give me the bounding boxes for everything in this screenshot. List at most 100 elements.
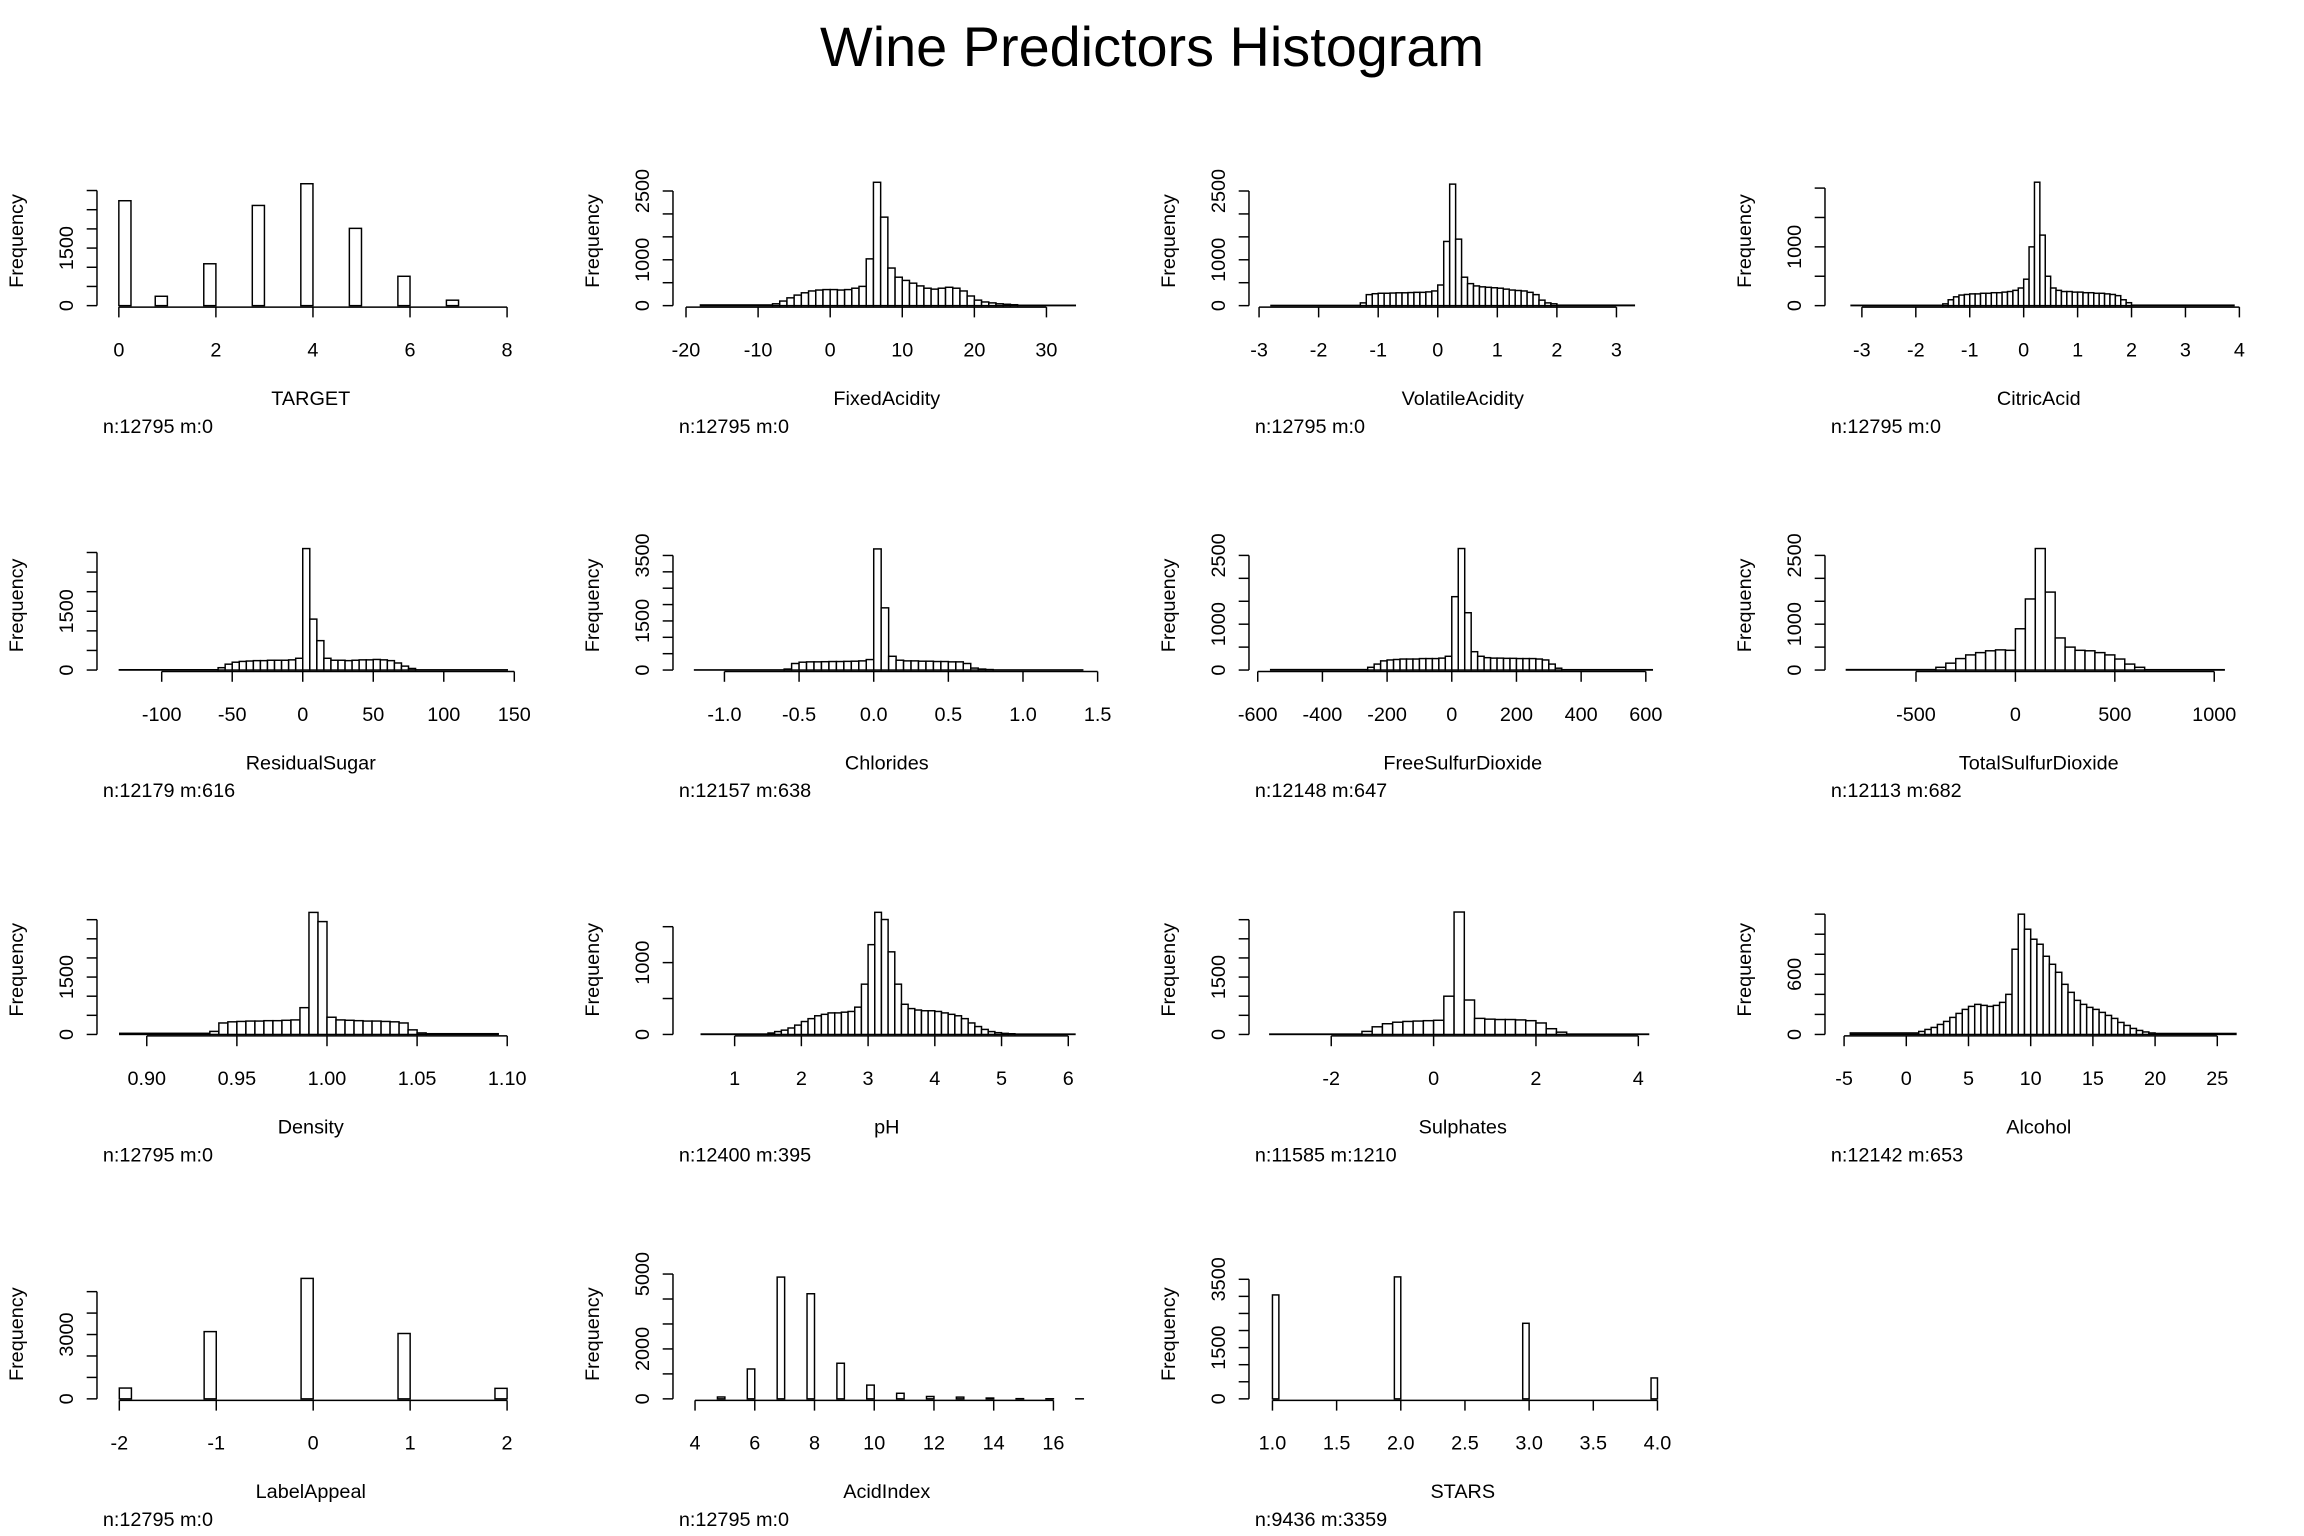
bar — [914, 1009, 923, 1036]
y-axis-title: Frequency — [582, 923, 604, 1017]
bar — [954, 1015, 963, 1036]
bar — [1554, 667, 1563, 671]
bar — [865, 658, 875, 671]
x-tick-label: -2 — [1322, 1068, 1340, 1090]
bar — [2060, 290, 2068, 307]
bar — [1007, 1032, 1016, 1036]
bar — [281, 1019, 292, 1036]
bar — [2067, 991, 2075, 1036]
bar — [2048, 963, 2057, 1036]
bar — [2114, 658, 2126, 671]
bar — [872, 548, 882, 671]
x-tick-label: 600 — [1629, 704, 1662, 726]
bar — [1942, 303, 1949, 307]
bar — [1502, 288, 1510, 307]
bar — [252, 659, 262, 671]
bar — [994, 1031, 1003, 1036]
panel-note: n:11585 m:1210 — [1255, 1145, 1397, 1167]
bar — [1402, 1020, 1414, 1036]
bar — [927, 1010, 936, 1036]
x-axis-title: AcidIndex — [843, 1481, 930, 1503]
bar — [974, 1025, 983, 1036]
bar — [1377, 292, 1385, 307]
bar — [2104, 1014, 2113, 1036]
x-tick-label: -5 — [1835, 1068, 1853, 1090]
bar — [1545, 1027, 1558, 1036]
x-tick-label: -1 — [1369, 339, 1387, 361]
bar — [231, 661, 241, 671]
bar — [337, 659, 346, 671]
bar — [2109, 293, 2117, 307]
y-tick-label: 3500 — [1208, 1257, 1230, 1301]
bar — [1964, 654, 1977, 671]
bar — [2054, 637, 2066, 671]
x-tick-label: 2.5 — [1451, 1433, 1479, 1455]
bar — [1359, 302, 1368, 307]
x-tick-label: 2 — [210, 339, 221, 361]
bar — [1963, 293, 1971, 307]
panel-note: n:12142 m:653 — [1831, 1145, 1963, 1167]
x-tick-label: 2 — [1551, 339, 1562, 361]
x-axis-title: pH — [874, 1117, 899, 1139]
x-tick-label: 3 — [2180, 339, 2191, 361]
bar — [1453, 911, 1466, 1036]
bar — [294, 657, 304, 671]
y-axis-title: Frequency — [6, 558, 28, 652]
bar — [1984, 650, 1997, 671]
x-tick-label: 0.5 — [935, 704, 963, 726]
bar — [1967, 1005, 1976, 1036]
panel-note: n:9436 m:3359 — [1255, 1509, 1387, 1531]
bar — [425, 1032, 499, 1036]
bar — [2114, 294, 2122, 307]
bar — [2064, 646, 2076, 671]
bar — [2110, 1017, 2119, 1036]
x-tick-label: 1 — [405, 1433, 416, 1455]
x-tick-label: 1000 — [2192, 704, 2236, 726]
bar — [880, 918, 889, 1036]
bar — [907, 1007, 916, 1036]
bar — [2082, 291, 2090, 307]
bar — [1473, 1017, 1486, 1036]
bar — [1371, 1026, 1384, 1036]
bar — [2093, 292, 2100, 307]
bar — [1448, 183, 1457, 307]
panel-note: n:12795 m:0 — [679, 1509, 789, 1531]
bar — [2024, 598, 2037, 671]
bar — [259, 659, 269, 671]
bar — [2087, 291, 2095, 307]
bar — [787, 1027, 796, 1036]
bar — [494, 1387, 508, 1400]
x-tick-label: 0 — [113, 339, 124, 361]
bar — [1555, 1031, 1568, 1036]
x-tick-label: 4 — [690, 1433, 701, 1455]
bar — [2129, 1027, 2138, 1036]
y-tick-label: 3000 — [56, 1312, 78, 1356]
y-axis-title: Frequency — [582, 1287, 604, 1381]
bar — [2061, 983, 2069, 1036]
bar — [1924, 1028, 1932, 1036]
x-tick-label: 0.0 — [860, 704, 888, 726]
bar — [1994, 649, 2007, 671]
y-tick-label: 5000 — [632, 1252, 654, 1296]
x-tick-label: -500 — [1896, 704, 1936, 726]
y-tick-label: 1500 — [56, 226, 78, 270]
bar — [773, 1030, 783, 1036]
bar — [2005, 993, 2013, 1036]
x-tick-label: 2 — [1530, 1068, 1541, 1090]
bar — [2154, 1032, 2237, 1036]
bar — [1442, 240, 1451, 307]
bar — [2023, 928, 2032, 1036]
bar — [2120, 299, 2127, 307]
x-tick-label: -2 — [110, 1433, 128, 1455]
bar — [1974, 293, 1982, 307]
bar — [767, 1032, 776, 1036]
x-tick-label: 4 — [307, 339, 318, 361]
bar — [900, 1003, 909, 1036]
bar — [236, 1020, 247, 1036]
bar — [746, 1368, 756, 1400]
y-tick-label: 1000 — [1208, 602, 1230, 646]
x-tick-label: 5 — [1963, 1068, 1974, 1090]
bar — [397, 1332, 411, 1400]
x-tick-label: 6 — [1063, 1068, 1074, 1090]
bar — [1936, 1023, 1945, 1036]
